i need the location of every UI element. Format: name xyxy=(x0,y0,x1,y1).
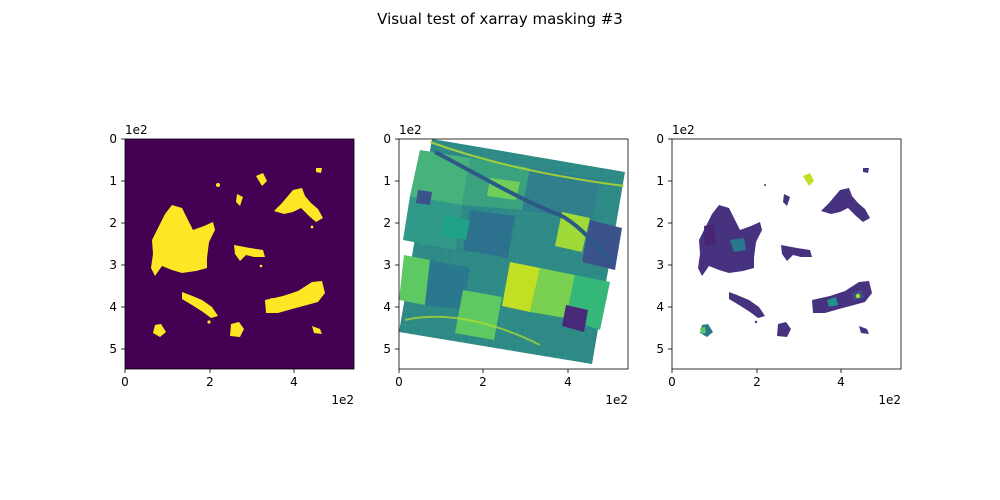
y-tick-label: 0 xyxy=(109,132,117,146)
masked-patch xyxy=(730,238,746,252)
masked-patch xyxy=(827,297,838,307)
y-ticks: 0 1 2 3 4 5 xyxy=(383,132,399,356)
masked-region-7 xyxy=(812,281,872,313)
masked-region-1 xyxy=(803,173,814,186)
x-tick-label: 4 xyxy=(837,375,845,389)
mask-region-9 xyxy=(230,322,244,337)
mask-region-2 xyxy=(274,188,323,222)
mask-region-3 xyxy=(316,168,322,173)
y-tick-label: 3 xyxy=(109,258,117,272)
mask-region-1 xyxy=(256,173,267,186)
y-tick-label: 2 xyxy=(656,216,664,230)
x-tick-label: 4 xyxy=(564,375,572,389)
y-offset-label: 1e2 xyxy=(399,123,422,137)
mask-region-4 xyxy=(236,194,243,206)
masked-region-6 xyxy=(729,292,765,318)
y-tick-label: 4 xyxy=(656,300,664,314)
masked-region-9 xyxy=(777,322,791,337)
x-tick-label: 2 xyxy=(206,375,214,389)
x-ticks: 0 2 4 xyxy=(668,369,845,389)
x-tick-label: 0 xyxy=(668,375,676,389)
masked-region-3 xyxy=(863,168,869,173)
y-tick-label: 0 xyxy=(656,132,664,146)
masked-patch xyxy=(704,224,716,246)
axes-frame xyxy=(124,138,355,370)
y-tick-label: 2 xyxy=(109,216,117,230)
aerial-image xyxy=(399,139,625,364)
masked-region-4 xyxy=(783,194,790,206)
y-ticks: 0 1 2 3 4 5 xyxy=(656,132,672,356)
x-offset-label: 1e2 xyxy=(878,393,901,407)
axes-frame xyxy=(671,138,902,370)
panel-mask: 0 2 4 0 1 2 3 4 5 1e2 1e2 xyxy=(109,123,355,407)
mask-region-10 xyxy=(312,326,322,334)
panel-masked: 0 2 4 0 1 2 3 4 5 1e2 1e2 xyxy=(656,123,902,407)
x-offset-label: 1e2 xyxy=(331,393,354,407)
mask-region-5 xyxy=(234,245,265,261)
masked-region-2 xyxy=(821,188,870,222)
x-tick-label: 2 xyxy=(753,375,761,389)
masked-region-5 xyxy=(781,245,812,261)
y-tick-label: 5 xyxy=(109,342,117,356)
x-tick-label: 4 xyxy=(290,375,298,389)
y-tick-label: 1 xyxy=(656,174,664,188)
y-ticks: 0 1 2 3 4 5 xyxy=(109,132,125,356)
y-tick-label: 1 xyxy=(109,174,117,188)
y-tick-label: 3 xyxy=(383,258,391,272)
x-ticks: 0 2 4 xyxy=(121,369,298,389)
x-tick-label: 2 xyxy=(479,375,487,389)
y-tick-label: 2 xyxy=(383,216,391,230)
masked-patch xyxy=(700,327,706,334)
x-offset-label: 1e2 xyxy=(605,393,628,407)
figure-title: Visual test of xarray masking #3 xyxy=(377,10,623,28)
x-tick-label: 0 xyxy=(121,375,129,389)
mask-region-8 xyxy=(153,324,166,337)
y-tick-label: 3 xyxy=(656,258,664,272)
masked-region-10 xyxy=(859,326,869,334)
y-tick-label: 4 xyxy=(383,300,391,314)
x-tick-label: 0 xyxy=(395,375,403,389)
mask-regions xyxy=(151,168,325,337)
y-tick-label: 5 xyxy=(383,342,391,356)
y-offset-label: 1e2 xyxy=(125,123,148,137)
y-tick-label: 1 xyxy=(383,174,391,188)
y-tick-label: 0 xyxy=(383,132,391,146)
x-ticks: 0 2 4 xyxy=(395,369,572,389)
y-tick-label: 4 xyxy=(109,300,117,314)
masked-regions xyxy=(698,168,872,337)
axes-frame xyxy=(398,138,629,370)
masked-region-large xyxy=(698,205,762,276)
y-offset-label: 1e2 xyxy=(672,123,695,137)
mask-region-6 xyxy=(182,292,218,318)
mask-region-large xyxy=(151,205,215,276)
panel-image: 0 2 4 0 1 2 3 4 5 1e2 1e2 xyxy=(383,123,629,407)
masked-region-8 xyxy=(700,324,713,337)
y-tick-label: 5 xyxy=(656,342,664,356)
mask-region-7 xyxy=(265,281,325,313)
